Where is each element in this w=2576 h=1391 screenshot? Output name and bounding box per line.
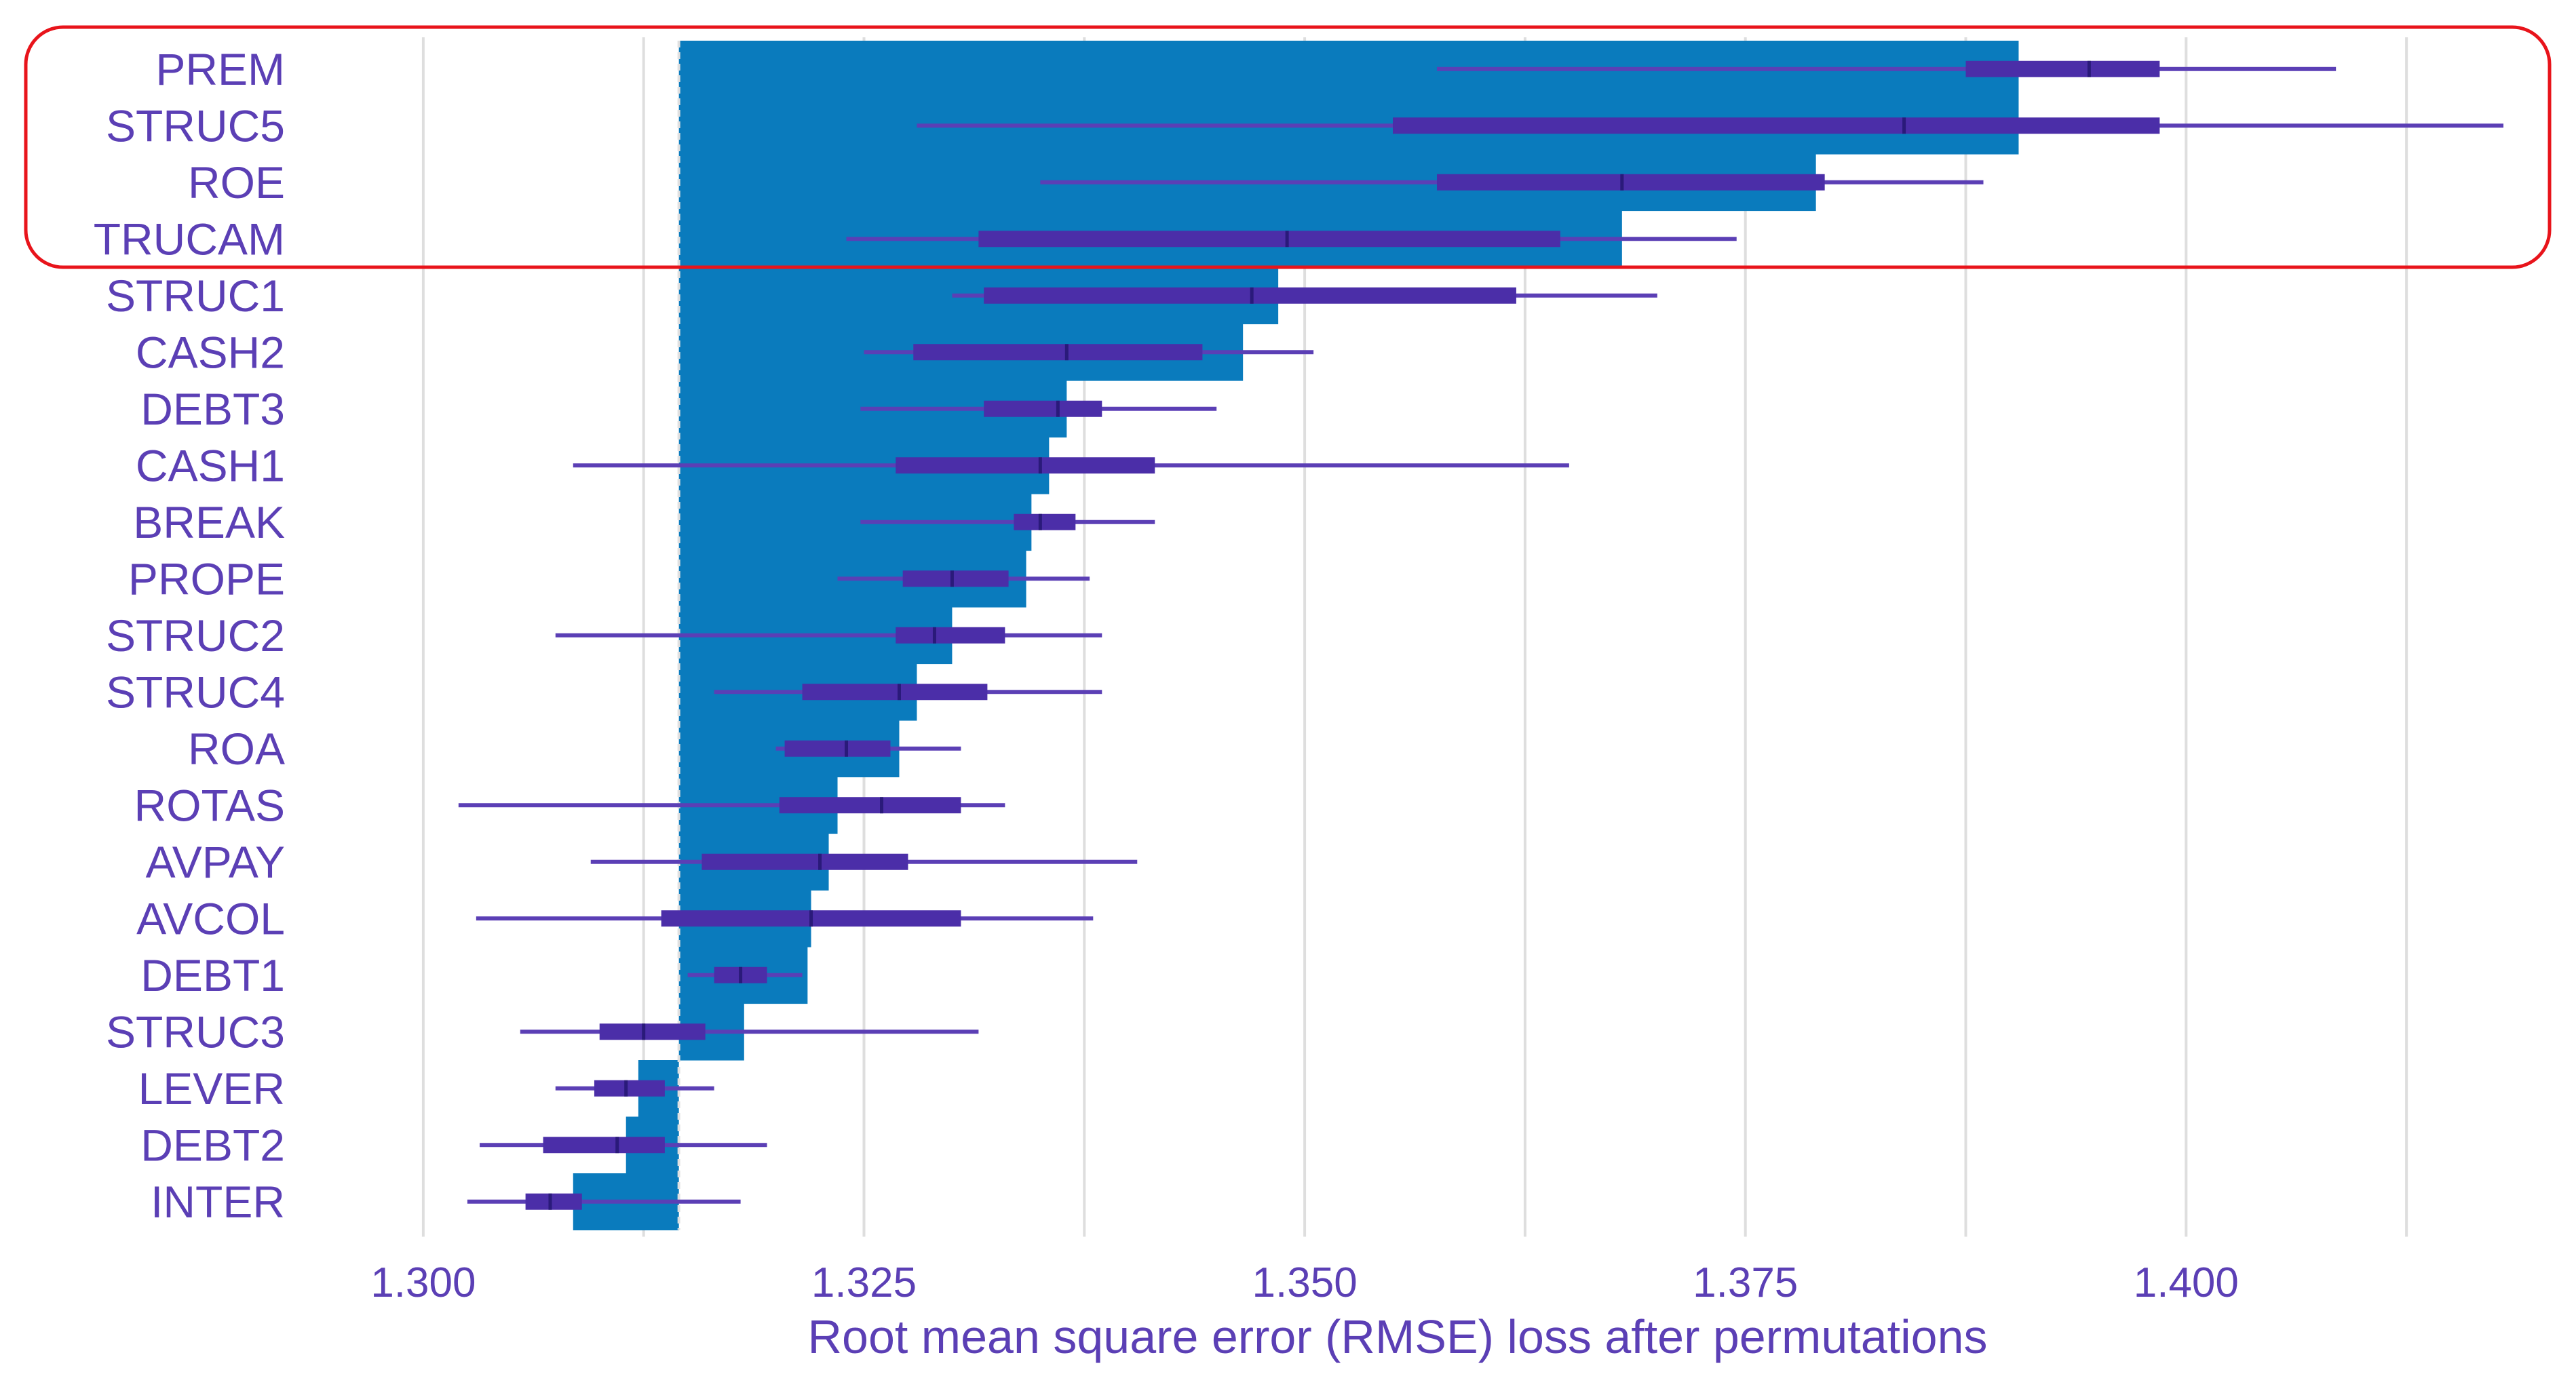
y-label-rotas: ROTAS bbox=[134, 780, 285, 830]
box-debt3 bbox=[984, 400, 1102, 417]
box-struc5 bbox=[1393, 117, 2160, 134]
box-prope bbox=[902, 570, 1009, 587]
y-label-prope: PROPE bbox=[128, 553, 285, 604]
y-axis-labels: PREM STRUC5 ROE TRUCAM STRUC1 CASH2 DEBT3 CASH1… bbox=[94, 44, 285, 1227]
x-axis-label: Root mean square error (RMSE) loss after… bbox=[808, 1310, 1988, 1363]
y-label-struc1: STRUC1 bbox=[106, 271, 285, 321]
box-cash2 bbox=[913, 344, 1203, 361]
x-axis-ticks: 1.300 1.325 1.350 1.375 1.400 bbox=[370, 1259, 2239, 1306]
x-tick-label-0: 1.300 bbox=[370, 1259, 476, 1306]
y-label-prem: PREM bbox=[155, 44, 285, 94]
box-rotas bbox=[779, 797, 961, 814]
x-tick-label-1: 1.325 bbox=[811, 1259, 917, 1306]
box-trucam bbox=[978, 231, 1560, 248]
x-tick-label-3: 1.375 bbox=[1693, 1259, 1798, 1306]
box-lever bbox=[594, 1080, 665, 1097]
box-struc1 bbox=[984, 287, 1516, 304]
y-label-cash2: CASH2 bbox=[136, 327, 285, 377]
box-struc3 bbox=[599, 1023, 706, 1040]
box-roa bbox=[784, 740, 891, 757]
error-boxes bbox=[458, 60, 2504, 1210]
x-tick-label-2: 1.350 bbox=[1252, 1259, 1358, 1306]
box-debt2 bbox=[543, 1137, 665, 1154]
y-label-break: BREAK bbox=[133, 497, 285, 547]
y-label-struc5: STRUC5 bbox=[106, 100, 285, 151]
y-label-roa: ROA bbox=[188, 724, 285, 774]
box-inter bbox=[525, 1193, 582, 1210]
y-label-avcol: AVCOL bbox=[136, 893, 285, 943]
y-label-trucam: TRUCAM bbox=[94, 214, 285, 264]
y-label-debt3: DEBT3 bbox=[140, 384, 285, 434]
box-roe bbox=[1436, 174, 1825, 191]
y-label-inter: INTER bbox=[151, 1177, 285, 1227]
y-label-lever: LEVER bbox=[138, 1063, 285, 1114]
y-label-debt2: DEBT2 bbox=[140, 1120, 285, 1170]
y-label-cash1: CASH1 bbox=[136, 440, 285, 490]
box-struc4 bbox=[802, 684, 988, 701]
y-label-roe: ROE bbox=[188, 157, 285, 208]
y-label-struc4: STRUC4 bbox=[106, 667, 285, 717]
box-avpay bbox=[701, 853, 908, 870]
box-break bbox=[1014, 513, 1076, 530]
y-label-debt1: DEBT1 bbox=[140, 950, 285, 1000]
highlight-box bbox=[24, 25, 2552, 269]
box-cash1 bbox=[896, 457, 1155, 474]
box-struc2 bbox=[896, 627, 1005, 644]
y-label-struc2: STRUC2 bbox=[106, 610, 285, 661]
x-tick-label-4: 1.400 bbox=[2134, 1259, 2239, 1306]
box-prem bbox=[1965, 60, 2160, 77]
y-label-avpay: AVPAY bbox=[146, 837, 285, 887]
y-label-struc3: STRUC3 bbox=[106, 1006, 285, 1057]
